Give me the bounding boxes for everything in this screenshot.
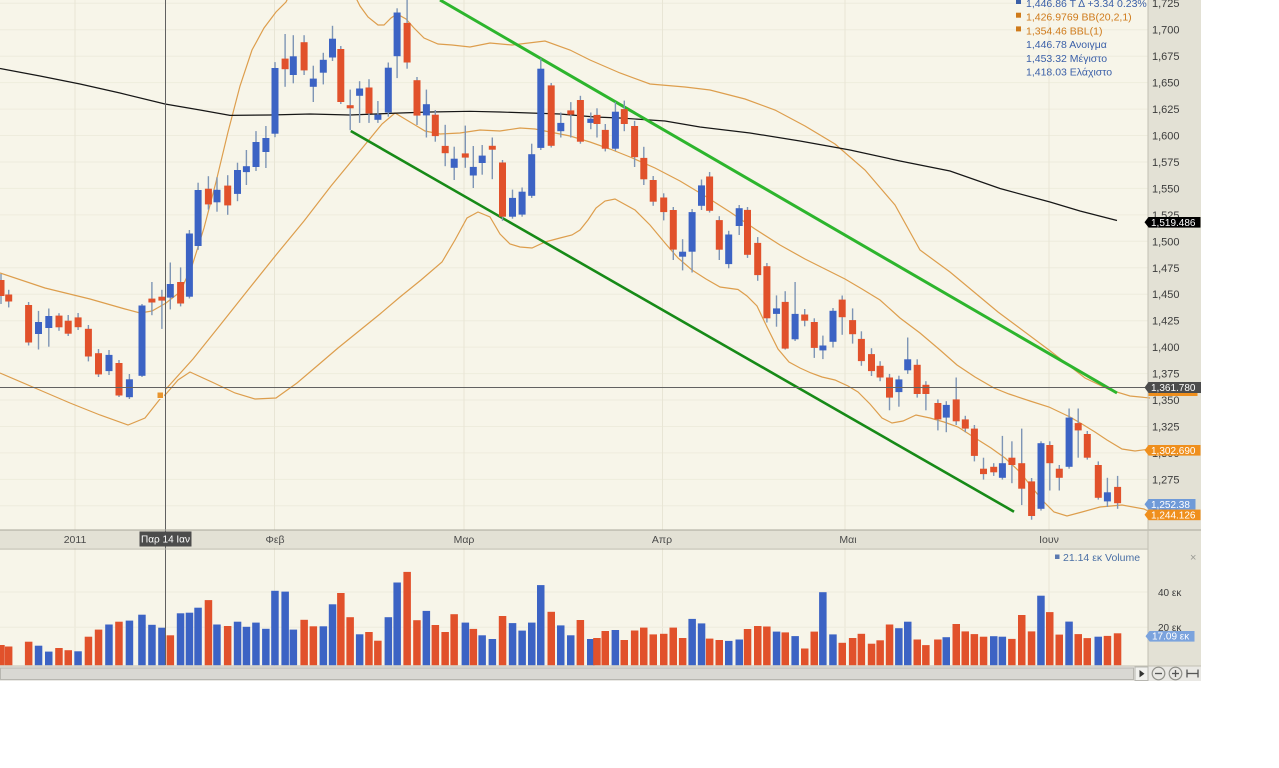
svg-text:1,425: 1,425 — [1152, 316, 1180, 328]
svg-text:40 εκ: 40 εκ — [1158, 588, 1182, 599]
svg-text:1,450: 1,450 — [1152, 289, 1180, 301]
svg-text:Μαρ: Μαρ — [454, 534, 475, 546]
svg-text:1,400: 1,400 — [1152, 342, 1180, 354]
svg-text:1,500: 1,500 — [1152, 236, 1180, 248]
svg-text:1,375: 1,375 — [1152, 369, 1180, 381]
svg-text:1,426.9769 BB(20,2,1): 1,426.9769 BB(20,2,1) — [1026, 12, 1132, 24]
svg-text:21.14 εκ Volume: 21.14 εκ Volume — [1063, 552, 1140, 564]
svg-text:1,361.780: 1,361.780 — [1151, 383, 1196, 394]
svg-text:1,446.86 Τ Δ +3.34 0.23%: 1,446.86 Τ Δ +3.34 0.23% — [1026, 0, 1147, 10]
svg-text:1,418.03 Ελάχιστο: 1,418.03 Ελάχιστο — [1026, 67, 1112, 79]
svg-text:1,625: 1,625 — [1152, 104, 1180, 116]
svg-text:17.09 εκ: 17.09 εκ — [1152, 632, 1190, 643]
svg-text:Ιουν: Ιουν — [1039, 534, 1059, 546]
svg-text:1,650: 1,650 — [1152, 78, 1180, 90]
svg-text:1,244.126: 1,244.126 — [1151, 510, 1196, 521]
svg-text:1,550: 1,550 — [1152, 183, 1180, 195]
svg-text:1,519.486: 1,519.486 — [1151, 218, 1196, 229]
svg-text:1,302.690: 1,302.690 — [1151, 446, 1196, 457]
svg-text:1,350: 1,350 — [1152, 395, 1180, 407]
svg-text:1,575: 1,575 — [1152, 157, 1180, 169]
svg-text:Παρ 14 Ιαν: Παρ 14 Ιαν — [141, 535, 190, 546]
svg-text:1,453.32 Μέγιστο: 1,453.32 Μέγιστο — [1026, 53, 1107, 65]
svg-text:Απρ: Απρ — [652, 534, 672, 546]
svg-text:1,475: 1,475 — [1152, 263, 1180, 275]
svg-text:20 εκ: 20 εκ — [1158, 623, 1182, 634]
svg-text:1,325: 1,325 — [1152, 422, 1180, 434]
svg-text:Μαι: Μαι — [839, 534, 857, 546]
svg-text:1,252.38: 1,252.38 — [1151, 500, 1190, 511]
svg-text:1,446.78 Ανοιγμα: 1,446.78 Ανοιγμα — [1026, 39, 1107, 51]
svg-text:Φεβ: Φεβ — [265, 534, 284, 546]
svg-text:1,675: 1,675 — [1152, 51, 1180, 63]
svg-text:×: × — [1190, 552, 1196, 564]
svg-text:1,275: 1,275 — [1152, 474, 1180, 486]
svg-text:1,725: 1,725 — [1152, 0, 1180, 10]
svg-text:2011: 2011 — [64, 534, 87, 546]
svg-text:1,700: 1,700 — [1152, 25, 1180, 37]
svg-text:1,600: 1,600 — [1152, 131, 1180, 143]
svg-text:1,354.46 BBL(1): 1,354.46 BBL(1) — [1026, 25, 1102, 37]
